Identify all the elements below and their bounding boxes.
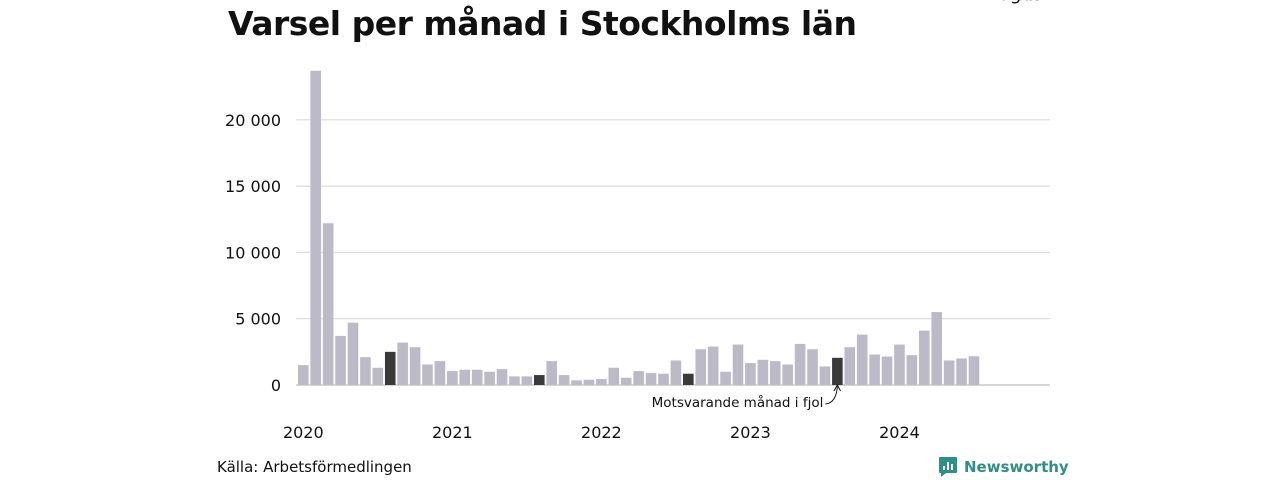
bar bbox=[670, 360, 682, 385]
bar bbox=[360, 357, 371, 385]
bar bbox=[509, 376, 520, 385]
x-axis-tick-labels: 2020 2021 2022 2023 2024 bbox=[283, 423, 920, 442]
bar bbox=[608, 367, 620, 385]
annotations: Augusti2 169 Motsvarande månad i fjol bbox=[652, 0, 1054, 411]
bar bbox=[757, 359, 769, 385]
bar bbox=[310, 70, 322, 386]
bar bbox=[956, 358, 967, 385]
bar bbox=[372, 367, 384, 385]
chart-title: Varsel per månad i Stockholms län bbox=[228, 4, 857, 43]
bar bbox=[732, 344, 744, 385]
bar bbox=[707, 346, 719, 385]
bar bbox=[471, 369, 483, 385]
bar bbox=[447, 371, 458, 385]
x-tick-label: 2021 bbox=[432, 423, 473, 442]
bar bbox=[919, 330, 930, 385]
bar bbox=[322, 223, 334, 385]
y-tick-label: 0 bbox=[271, 376, 281, 395]
bar bbox=[720, 371, 731, 385]
bar bbox=[819, 366, 831, 385]
bar bbox=[695, 349, 707, 385]
highlight-month-label: Augusti bbox=[986, 0, 1054, 5]
bar bbox=[422, 364, 433, 385]
bar bbox=[459, 369, 471, 385]
bar bbox=[968, 356, 980, 385]
annotation-label: Motsvarande månad i fjol bbox=[652, 394, 824, 411]
bar bbox=[496, 369, 508, 385]
y-tick-label: 5 000 bbox=[235, 310, 281, 329]
bar bbox=[943, 360, 955, 385]
x-tick-label: 2024 bbox=[879, 423, 920, 442]
bar bbox=[521, 376, 533, 385]
x-tick-label: 2020 bbox=[283, 423, 324, 442]
bar bbox=[409, 347, 421, 385]
annotation-arrow bbox=[825, 385, 838, 405]
brand-name: Newsworthy bbox=[964, 458, 1069, 476]
x-tick-label: 2023 bbox=[730, 423, 771, 442]
bar bbox=[583, 379, 595, 385]
bar bbox=[335, 335, 346, 385]
bar bbox=[434, 361, 446, 385]
bar bbox=[397, 342, 408, 385]
bar bbox=[869, 354, 880, 385]
bar bbox=[645, 373, 657, 385]
bar bbox=[298, 365, 309, 385]
bar bbox=[347, 322, 359, 385]
source-note: Källa: Arbetsförmedlingen bbox=[217, 458, 412, 476]
bar bbox=[596, 379, 607, 385]
highlight-value-label: 2 169 bbox=[986, 0, 1038, 5]
bar-comparison-month bbox=[832, 357, 843, 385]
bar bbox=[782, 364, 793, 385]
bar bbox=[558, 375, 570, 385]
bar bbox=[745, 363, 756, 385]
y-axis-tick-labels: 0 5 000 10 000 15 000 20 000 bbox=[225, 111, 281, 395]
bar bbox=[931, 312, 943, 385]
y-tick-label: 15 000 bbox=[225, 177, 281, 196]
bar bbox=[546, 361, 557, 385]
newsworthy-logo-icon bbox=[939, 457, 957, 477]
bar bbox=[633, 371, 644, 385]
bar bbox=[807, 349, 818, 385]
bar bbox=[906, 355, 918, 385]
bar bbox=[794, 343, 806, 385]
bar bbox=[484, 371, 495, 385]
bar bbox=[769, 361, 781, 385]
bar bbox=[894, 344, 905, 385]
y-tick-label: 20 000 bbox=[225, 111, 281, 130]
annotation-arrowhead bbox=[833, 383, 842, 392]
brand-logo: Newsworthy bbox=[938, 456, 1069, 478]
x-tick-label: 2022 bbox=[581, 423, 622, 442]
bar-comparison-month bbox=[683, 373, 694, 385]
bar bbox=[658, 373, 669, 385]
bar-comparison-month bbox=[533, 375, 545, 385]
y-tick-label: 10 000 bbox=[225, 243, 281, 262]
bar bbox=[881, 356, 893, 385]
bar bbox=[856, 334, 868, 385]
bar bbox=[620, 377, 632, 385]
bar bbox=[844, 347, 856, 385]
bars bbox=[298, 70, 980, 386]
bar-comparison-month bbox=[384, 351, 396, 385]
bar bbox=[571, 380, 582, 385]
